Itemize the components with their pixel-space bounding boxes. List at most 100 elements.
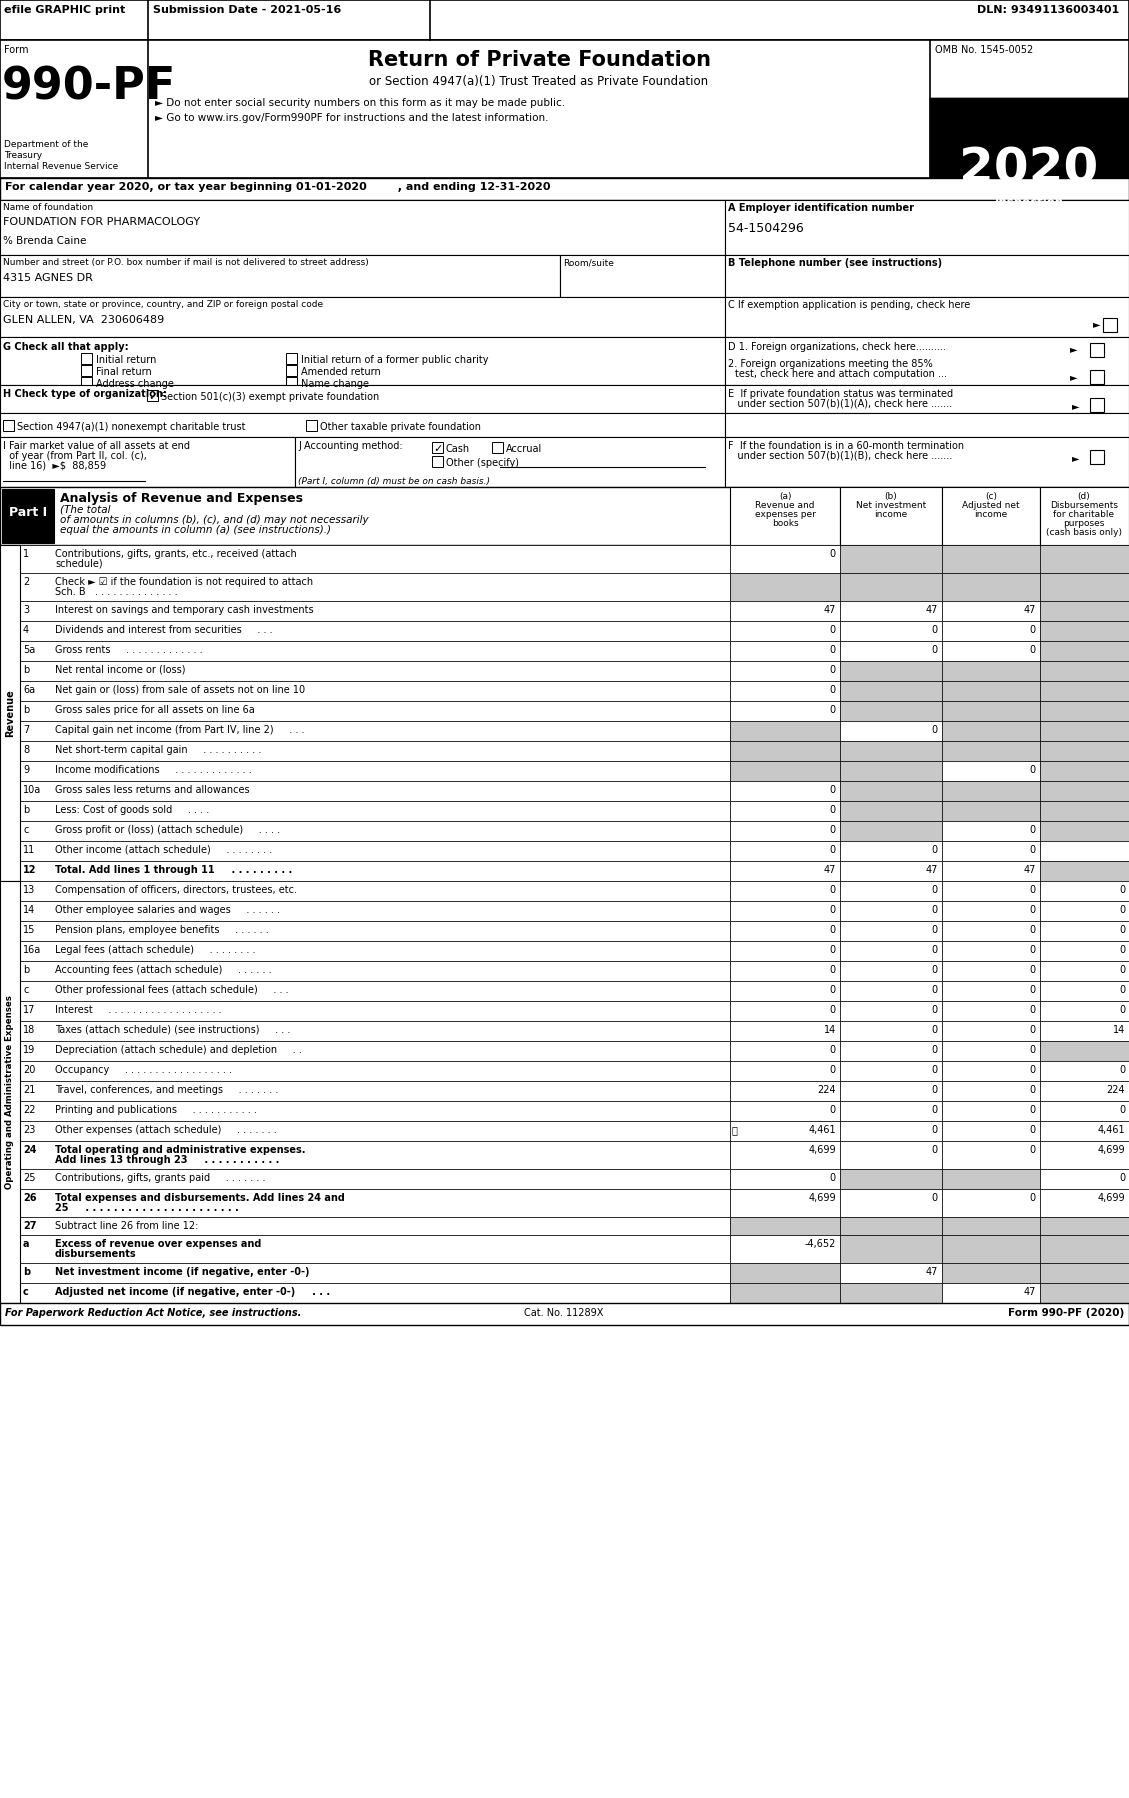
Bar xyxy=(1040,642,1129,662)
Text: A Employer identification number: A Employer identification number xyxy=(728,203,914,212)
Text: 0: 0 xyxy=(1030,885,1036,895)
Text: 54-1504296: 54-1504296 xyxy=(728,221,804,236)
Text: Section 501(c)(3) exempt private foundation: Section 501(c)(3) exempt private foundat… xyxy=(161,392,379,403)
Text: Less: Cost of goods sold     . . . .: Less: Cost of goods sold . . . . xyxy=(55,806,209,814)
Text: Add lines 13 through 23     . . . . . . . . . . .: Add lines 13 through 23 . . . . . . . . … xyxy=(55,1154,279,1165)
Text: 0: 0 xyxy=(931,725,938,735)
Text: 0: 0 xyxy=(1119,904,1124,915)
Bar xyxy=(1040,1081,1129,1100)
Text: b: b xyxy=(23,966,29,975)
Text: Open to Public: Open to Public xyxy=(981,183,1077,196)
Bar xyxy=(942,1021,1040,1041)
Text: 20: 20 xyxy=(23,1064,35,1075)
Text: 0: 0 xyxy=(830,985,835,994)
Text: Analysis of Revenue and Expenses: Analysis of Revenue and Expenses xyxy=(60,493,303,505)
Text: For Paperwork Reduction Act Notice, see instructions.: For Paperwork Reduction Act Notice, see … xyxy=(5,1307,301,1318)
Bar xyxy=(0,297,725,336)
Text: 0: 0 xyxy=(1030,845,1036,856)
Text: b: b xyxy=(23,806,29,814)
Text: b: b xyxy=(23,665,29,674)
Bar xyxy=(0,336,725,385)
Bar xyxy=(1040,1061,1129,1081)
Bar xyxy=(840,662,942,681)
Bar xyxy=(840,841,942,861)
Text: books: books xyxy=(772,520,798,529)
Text: 0: 0 xyxy=(1030,825,1036,834)
Bar xyxy=(1040,1100,1129,1120)
Bar xyxy=(942,800,1040,822)
Bar xyxy=(1040,1169,1129,1188)
Text: 47: 47 xyxy=(1024,1287,1036,1296)
Bar xyxy=(286,378,297,388)
Text: Net rental income or (loss): Net rental income or (loss) xyxy=(55,665,185,674)
Bar xyxy=(840,861,942,881)
Text: Gross rents     . . . . . . . . . . . . .: Gross rents . . . . . . . . . . . . . xyxy=(55,645,202,654)
Bar xyxy=(81,352,91,363)
Text: Address change: Address change xyxy=(96,379,174,388)
Bar xyxy=(1040,545,1129,574)
Bar xyxy=(840,921,942,940)
Text: Accounting fees (attach schedule)     . . . . . .: Accounting fees (attach schedule) . . . … xyxy=(55,966,272,975)
Bar xyxy=(840,681,942,701)
Text: 0: 0 xyxy=(830,845,835,856)
Bar xyxy=(840,780,942,800)
Text: 0: 0 xyxy=(1030,1025,1036,1036)
Text: 47: 47 xyxy=(926,865,938,876)
Bar xyxy=(730,1120,840,1142)
Bar xyxy=(730,662,840,681)
Text: 0: 0 xyxy=(1119,885,1124,895)
Text: Total. Add lines 1 through 11     . . . . . . . . .: Total. Add lines 1 through 11 . . . . . … xyxy=(55,865,292,876)
Bar xyxy=(930,99,1129,178)
Bar xyxy=(1040,841,1129,861)
Bar xyxy=(840,901,942,921)
Text: Department of the: Department of the xyxy=(5,140,88,149)
Text: c: c xyxy=(23,825,28,834)
Bar xyxy=(20,1001,730,1021)
Text: Other expenses (attach schedule)     . . . . . . .: Other expenses (attach schedule) . . . .… xyxy=(55,1126,277,1135)
Text: Printing and publications     . . . . . . . . . . .: Printing and publications . . . . . . . … xyxy=(55,1106,257,1115)
Text: 0: 0 xyxy=(830,705,835,716)
Text: 0: 0 xyxy=(931,1045,938,1055)
Text: (c): (c) xyxy=(984,493,997,502)
Text: 12: 12 xyxy=(23,865,36,876)
Bar xyxy=(20,1061,730,1081)
Bar xyxy=(1040,1021,1129,1041)
Bar xyxy=(840,1021,942,1041)
Text: 11: 11 xyxy=(23,845,35,856)
Bar xyxy=(0,0,1129,40)
Text: 0: 0 xyxy=(1030,1045,1036,1055)
Bar xyxy=(840,642,942,662)
Bar xyxy=(725,200,1129,255)
Text: test, check here and attach computation ...: test, check here and attach computation … xyxy=(735,369,947,379)
Bar xyxy=(942,620,1040,642)
Bar xyxy=(730,761,840,780)
Bar xyxy=(1040,881,1129,901)
Bar xyxy=(725,385,1129,414)
Bar xyxy=(840,1001,942,1021)
Text: Sch. B   . . . . . . . . . . . . . .: Sch. B . . . . . . . . . . . . . . xyxy=(55,586,177,597)
Text: Ⓢ: Ⓢ xyxy=(732,1126,738,1135)
Text: 5a: 5a xyxy=(23,645,35,654)
Bar xyxy=(20,1021,730,1041)
Bar xyxy=(0,178,1129,200)
Bar xyxy=(20,574,730,601)
Bar xyxy=(1040,1001,1129,1021)
Text: Accrual: Accrual xyxy=(506,444,542,455)
Text: 0: 0 xyxy=(1119,966,1124,975)
Text: C If exemption application is pending, check here: C If exemption application is pending, c… xyxy=(728,300,970,309)
Text: 8: 8 xyxy=(23,744,29,755)
Bar xyxy=(1040,940,1129,960)
Bar xyxy=(20,1284,730,1304)
Text: 47: 47 xyxy=(926,1268,938,1277)
Bar xyxy=(1040,1262,1129,1284)
Bar xyxy=(1040,861,1129,881)
Bar xyxy=(730,1081,840,1100)
Bar xyxy=(20,822,730,841)
Text: ►: ► xyxy=(1070,343,1077,354)
Text: Cat. No. 11289X: Cat. No. 11289X xyxy=(524,1307,604,1318)
Bar xyxy=(730,701,840,721)
Bar xyxy=(942,822,1040,841)
Text: 0: 0 xyxy=(1119,924,1124,935)
Text: Total expenses and disbursements. Add lines 24 and: Total expenses and disbursements. Add li… xyxy=(55,1194,344,1203)
Bar xyxy=(840,701,942,721)
